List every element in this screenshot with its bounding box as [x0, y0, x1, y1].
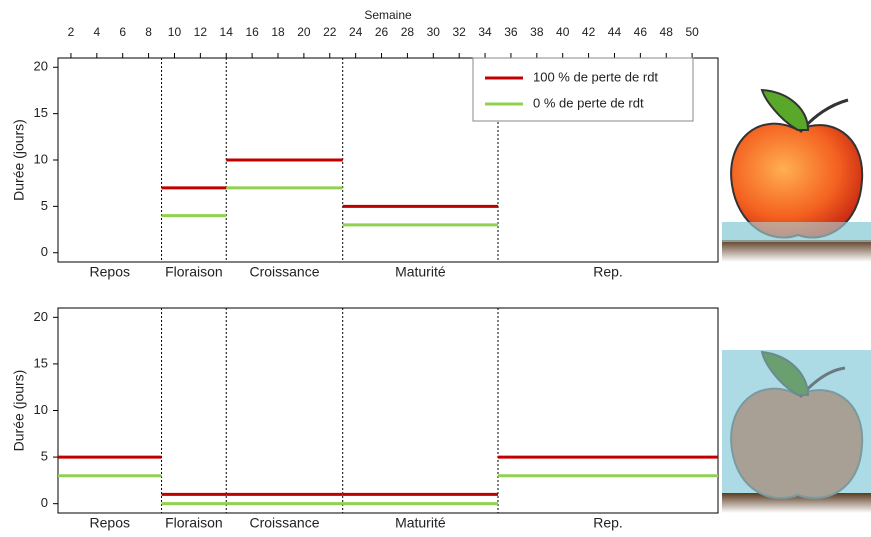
x-tick-label: 10 — [168, 25, 182, 39]
legend-label: 0 % de perte de rdt — [533, 95, 644, 110]
x-tick-label: 18 — [271, 25, 285, 39]
x-tick-label: 26 — [375, 25, 389, 39]
x-tick-label: 36 — [504, 25, 518, 39]
x-tick-label: 28 — [401, 25, 415, 39]
stage-label: Rep. — [593, 515, 623, 531]
x-tick-label: 50 — [685, 25, 699, 39]
x-tick-label: 22 — [323, 25, 337, 39]
x-tick-label: 6 — [119, 25, 126, 39]
x-tick-label: 48 — [660, 25, 674, 39]
y-tick-label: 15 — [34, 105, 48, 120]
x-tick-label: 2 — [68, 25, 75, 39]
x-tick-label: 24 — [349, 25, 363, 39]
stage-label: Maturité — [395, 515, 446, 531]
x-tick-label: 38 — [530, 25, 544, 39]
y-tick-label: 10 — [34, 402, 48, 417]
x-tick-label: 34 — [478, 25, 492, 39]
y-tick-label: 10 — [34, 151, 48, 166]
x-tick-label: 42 — [582, 25, 596, 39]
apple-ripe — [722, 90, 871, 262]
stage-label: Rep. — [593, 264, 623, 280]
x-tick-label: 4 — [93, 25, 100, 39]
y-tick-label: 20 — [34, 59, 48, 74]
y-tick-label: 0 — [41, 244, 48, 259]
y-tick-label: 0 — [41, 495, 48, 510]
stage-label: Croissance — [249, 264, 319, 280]
y-tick-label: 20 — [34, 309, 48, 324]
x-tick-label: 40 — [556, 25, 570, 39]
x-axis-label: Semaine — [364, 8, 412, 22]
y-tick-label: 5 — [41, 449, 48, 464]
x-tick-label: 32 — [452, 25, 466, 39]
x-tick-label: 44 — [608, 25, 622, 39]
legend-box — [473, 58, 693, 121]
x-tick-label: 8 — [145, 25, 152, 39]
plot-frame — [58, 308, 718, 513]
x-tick-label: 20 — [297, 25, 311, 39]
x-tick-label: 16 — [245, 25, 259, 39]
x-tick-label: 30 — [427, 25, 441, 39]
y-axis-label: Durée (jours) — [11, 370, 27, 452]
y-axis-label: Durée (jours) — [11, 119, 27, 201]
x-tick-label: 46 — [634, 25, 648, 39]
stage-label: Repos — [90, 264, 130, 280]
stage-label: Maturité — [395, 264, 446, 280]
stage-label: Croissance — [249, 515, 319, 531]
y-tick-label: 5 — [41, 198, 48, 213]
y-tick-label: 15 — [34, 355, 48, 370]
x-tick-label: 14 — [220, 25, 234, 39]
stage-label: Repos — [90, 515, 130, 531]
stage-label: Floraison — [165, 515, 223, 531]
stage-label: Floraison — [165, 264, 223, 280]
legend-label: 100 % de perte de rdt — [533, 69, 658, 84]
x-tick-label: 12 — [194, 25, 208, 39]
apple-faded — [722, 350, 871, 513]
chart: 05101520Durée (jours)2468101214161820222… — [0, 0, 871, 537]
